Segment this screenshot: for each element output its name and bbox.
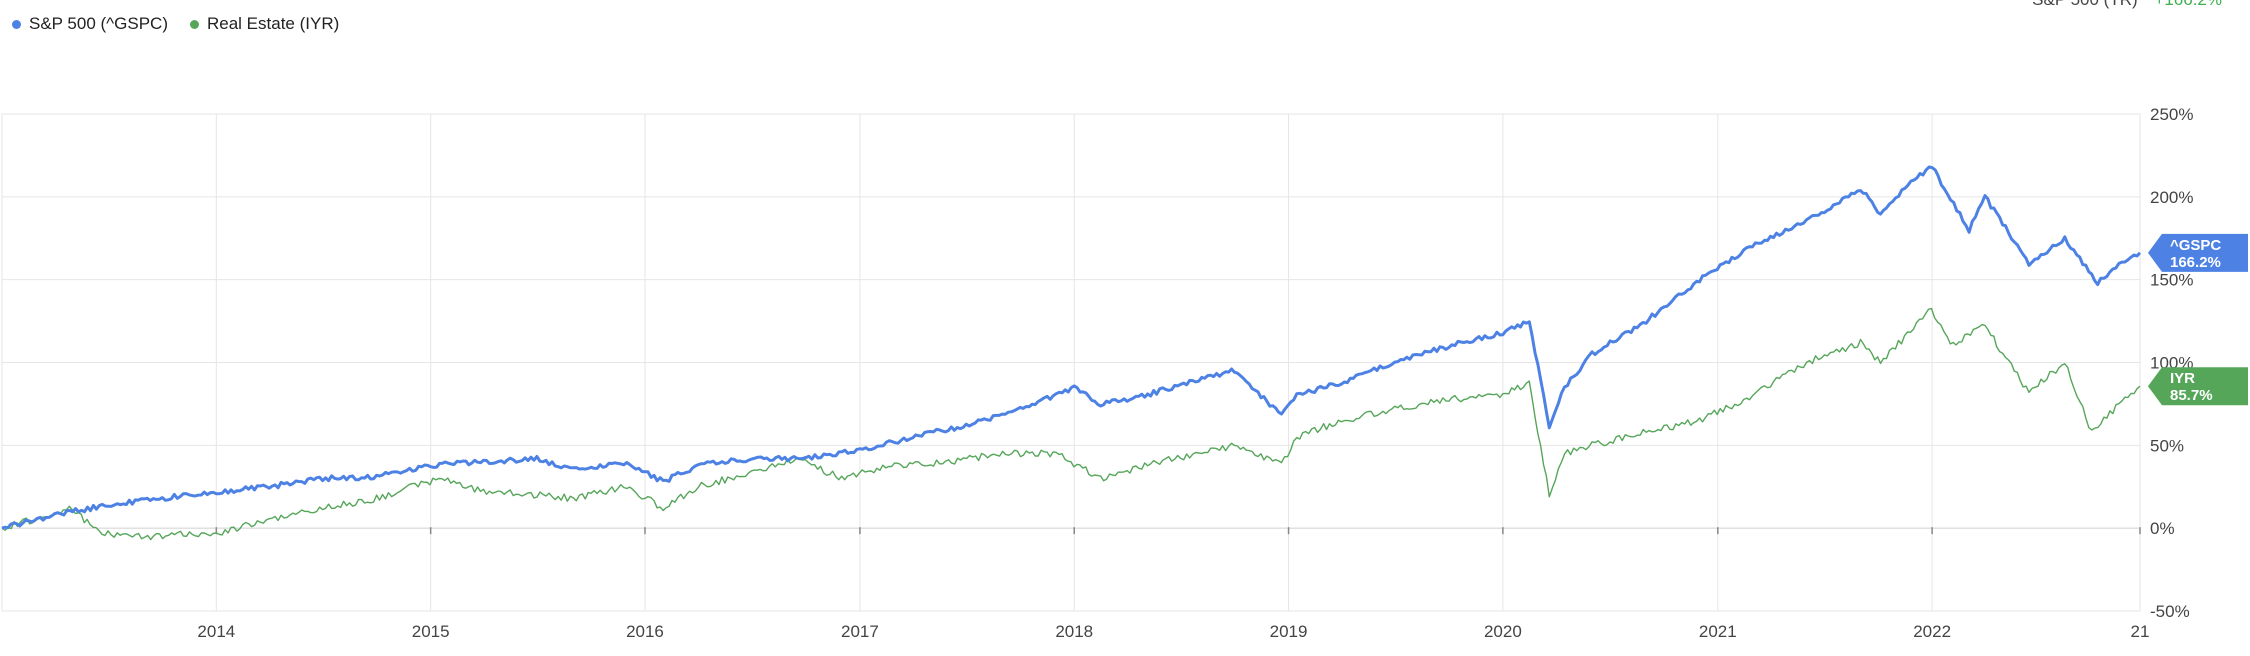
x-tick-label: 2014: [197, 622, 235, 641]
legend-label-realestate: Real Estate (IYR): [207, 14, 340, 33]
x-tick-label: 2019: [1270, 622, 1308, 641]
x-tick-label: 2017: [841, 622, 879, 641]
end-flag-value-realestate: 85.7%: [2170, 387, 2213, 404]
y-tick-label: 200%: [2150, 188, 2193, 207]
end-flag-ticker-realestate: IYR: [2170, 370, 2195, 387]
y-tick-label: 50%: [2150, 436, 2184, 455]
grid-layer: [1, 113, 2141, 612]
y-tick-label: 0%: [2150, 519, 2175, 538]
legend-label-sp500: S&P 500 (^GSPC): [29, 14, 168, 33]
x-tick-label: 2015: [412, 622, 450, 641]
end-flag-shape-realestate: [2148, 367, 2248, 406]
top-right-summary: S&P 500 (TR) +166.2%: [2032, 0, 2222, 10]
y-tick-label: 250%: [2150, 105, 2193, 124]
chart-legend: S&P 500 (^GSPC) Real Estate (IYR): [12, 14, 339, 34]
series-line-realestate: [1, 307, 2141, 541]
legend-dot-sp500-icon: [12, 19, 21, 29]
axis-layer: 250%200%150%100%50%0%-50%2014 2015 2016 201…: [2, 105, 2193, 641]
legend-item-sp500[interactable]: S&P 500 (^GSPC): [12, 14, 168, 34]
legend-dot-realestate-icon: [190, 19, 199, 29]
end-flag-ticker-sp500: ^GSPC: [2170, 237, 2221, 254]
series-layer: [1, 165, 2142, 541]
x-tick-label: 2021: [1699, 622, 1737, 641]
summary-value: +166.2%: [2154, 0, 2222, 9]
summary-label: S&P 500 (TR): [2032, 0, 2138, 9]
series-line-sp500: [1, 165, 2142, 530]
x-tick-label: 2016: [626, 622, 664, 641]
x-tick-label: 21: [2131, 622, 2150, 641]
legend-item-realestate[interactable]: Real Estate (IYR): [190, 14, 339, 34]
y-tick-label: 150%: [2150, 271, 2193, 290]
x-tick-label: 2020: [1484, 622, 1522, 641]
end-flag-value-sp500: 166.2%: [2170, 254, 2221, 271]
x-tick-label: 2022: [1913, 622, 1951, 641]
y-tick-label: -50%: [2150, 602, 2190, 621]
x-tick-label: 2018: [1055, 622, 1093, 641]
end-flag-shape-sp500: [2148, 233, 2248, 272]
